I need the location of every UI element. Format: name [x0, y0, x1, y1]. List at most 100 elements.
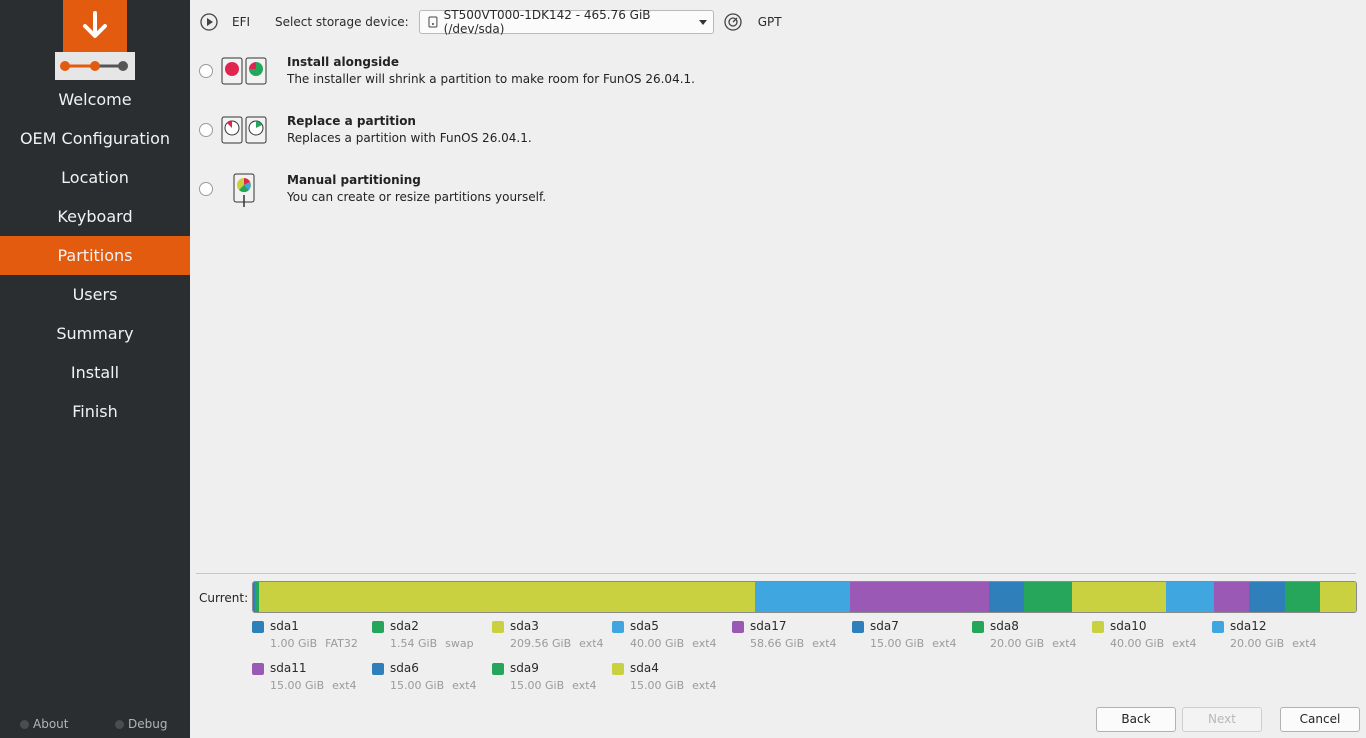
legend-swatch	[252, 663, 264, 675]
sidebar: Welcome OEM Configuration Location Keybo…	[0, 0, 190, 738]
legend-size: 15.00 GiB	[510, 679, 565, 692]
legend-size: 20.00 GiB	[1230, 637, 1285, 650]
legend-size: 15.00 GiB	[870, 637, 925, 650]
step-install: Install	[70, 363, 120, 382]
legend-info: 40.00 GiB ext4	[1110, 637, 1197, 650]
step-oem-configuration: OEM Configuration	[19, 129, 171, 148]
legend-swatch	[732, 621, 744, 633]
partition-segment-sda3	[259, 582, 756, 612]
legend-filesystem: ext4	[1172, 637, 1197, 650]
storage-device-value: ST500VT000-1DK142 - 465.76 GiB (/dev/sda…	[443, 8, 651, 36]
partition-table-icon	[724, 13, 742, 31]
radio-manual-partitioning[interactable]	[199, 182, 213, 196]
partition-segment-sda7	[988, 582, 1025, 612]
legend-filesystem: ext4	[812, 637, 837, 650]
legend-swatch	[372, 621, 384, 633]
divider	[196, 573, 1356, 574]
legend-filesystem: ext4	[332, 679, 357, 692]
step-keyboard: Keyboard	[57, 207, 133, 226]
partition-segment-sda2	[255, 582, 259, 612]
legend-size: 1.00 GiB	[270, 637, 318, 650]
legend-size: 209.56 GiB	[510, 637, 572, 650]
legend-filesystem: ext4	[692, 679, 717, 692]
partition-segment-sda10	[1071, 582, 1167, 612]
legend-info: 15.00 GiB ext4	[630, 679, 717, 692]
step-partitions: Partitions	[0, 236, 190, 275]
storage-toolbar: EFI Select storage device: ST500VT000-1D…	[200, 8, 782, 36]
disk-icon	[428, 16, 438, 28]
legend-filesystem: ext4	[692, 637, 717, 650]
download-arrow-icon	[83, 11, 107, 38]
legend-info: 209.56 GiB ext4	[510, 637, 604, 650]
legend-name: sda4	[630, 661, 659, 675]
install-alongside-desc: The installer will shrink a partition to…	[287, 72, 695, 86]
legend-swatch	[612, 621, 624, 633]
cancel-button[interactable]: Cancel	[1280, 707, 1360, 732]
chevron-down-icon	[698, 20, 707, 25]
legend-name: sda17	[750, 619, 787, 633]
legend-name: sda10	[1110, 619, 1147, 633]
legend-swatch	[372, 663, 384, 675]
legend-size: 15.00 GiB	[390, 679, 445, 692]
legend-name: sda6	[390, 661, 419, 675]
legend-swatch	[612, 663, 624, 675]
legend-filesystem: ext4	[579, 637, 604, 650]
legend-info: 1.54 GiB swap	[390, 637, 474, 650]
legend-swatch	[492, 621, 504, 633]
legend-info: 20.00 GiB ext4	[990, 637, 1077, 650]
step-welcome: Welcome	[58, 90, 132, 109]
storage-device-select[interactable]: ST500VT000-1DK142 - 465.76 GiB (/dev/sda…	[418, 8, 714, 36]
step-location: Location	[61, 168, 129, 187]
legend-size: 40.00 GiB	[630, 637, 685, 650]
progress-dots-icon	[60, 61, 128, 71]
installer-logo	[63, 0, 127, 52]
legend-filesystem: ext4	[452, 679, 477, 692]
next-button[interactable]: Next	[1182, 707, 1262, 732]
legend-size: 20.00 GiB	[990, 637, 1045, 650]
partition-segment-sda17	[849, 582, 989, 612]
replace-partition-title: Replace a partition	[287, 114, 416, 128]
option-replace-partition[interactable]: Replace a partition Replaces a partition…	[199, 114, 899, 164]
option-manual-partitioning[interactable]: Manual partitioning You can create or re…	[199, 173, 899, 223]
legend-filesystem: ext4	[1292, 637, 1317, 650]
firmware-type: EFI	[232, 15, 251, 29]
legend-name: sda2	[390, 619, 419, 633]
debug-label: Debug	[128, 717, 168, 731]
bug-icon	[115, 719, 124, 729]
legend-size: 15.00 GiB	[630, 679, 685, 692]
legend-filesystem: swap	[445, 637, 474, 650]
about-label: About	[33, 717, 69, 731]
back-button[interactable]: Back	[1096, 707, 1176, 732]
legend-size: 58.66 GiB	[750, 637, 805, 650]
partition-segment-sda11	[1213, 582, 1250, 612]
legend-swatch	[972, 621, 984, 633]
progress-strip	[55, 52, 135, 80]
option-install-alongside[interactable]: Install alongside The installer will shr…	[199, 55, 899, 105]
info-icon	[20, 719, 29, 729]
legend-name: sda1	[270, 619, 299, 633]
legend-info: 15.00 GiB ext4	[270, 679, 357, 692]
replace-partition-icon	[221, 116, 267, 144]
legend-name: sda3	[510, 619, 539, 633]
legend-info: 58.66 GiB ext4	[750, 637, 837, 650]
partition-segment-sda5	[755, 582, 850, 612]
radio-install-alongside[interactable]	[199, 64, 213, 78]
about-button[interactable]: About	[20, 717, 68, 731]
debug-button[interactable]: Debug	[115, 717, 167, 731]
legend-swatch	[492, 663, 504, 675]
partition-segment-sda9	[1284, 582, 1321, 612]
manual-partitioning-desc: You can create or resize partitions your…	[287, 190, 547, 204]
install-alongside-icon	[221, 57, 267, 85]
legend-filesystem: FAT32	[325, 637, 358, 650]
storage-device-label: Select storage device:	[275, 15, 409, 29]
legend-name: sda12	[1230, 619, 1267, 633]
legend-filesystem: ext4	[1052, 637, 1077, 650]
legend-info: 40.00 GiB ext4	[630, 637, 717, 650]
legend-info: 20.00 GiB ext4	[1230, 637, 1317, 650]
legend-swatch	[1212, 621, 1224, 633]
legend-info: 15.00 GiB ext4	[510, 679, 597, 692]
step-finish: Finish	[72, 402, 118, 421]
radio-replace-partition[interactable]	[199, 123, 213, 137]
partition-bar	[252, 581, 1357, 613]
legend-name: sda9	[510, 661, 539, 675]
